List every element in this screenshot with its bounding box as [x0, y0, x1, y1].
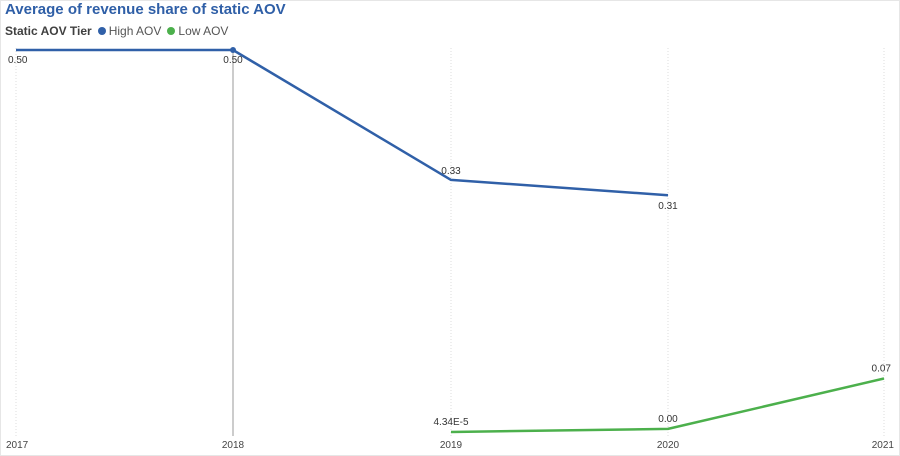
data-label-high-aov-2018: 0.50 [223, 55, 243, 66]
x-tick-label-2021: 2021 [872, 440, 895, 451]
data-label-high-aov-2019: 0.33 [441, 166, 461, 177]
legend-dot-low-aov [167, 27, 176, 35]
data-label-low-aov-2020: 0.00 [658, 414, 678, 425]
data-label-high-aov-2017: 0.50 [8, 55, 28, 66]
series-line-high-aov [16, 48, 669, 197]
data-point-high-aov-2018 [230, 47, 236, 53]
legend-label-high-aov: High AOV [108, 24, 162, 38]
legend-dot-high-aov [97, 27, 106, 35]
x-tick-label-2020: 2020 [657, 440, 680, 451]
series-line-low-aov [450, 377, 885, 434]
data-label-high-aov-2020: 0.31 [658, 201, 678, 212]
legend-item-high-aov[interactable]: High AOV [97, 24, 162, 38]
x-tick-label-2018: 2018 [222, 440, 245, 451]
legend-title: Static AOV Tier [5, 24, 92, 38]
legend-item-low-aov[interactable]: Low AOV [167, 24, 228, 38]
legend: Static AOV Tier High AOV Low AOV [5, 24, 234, 38]
x-tick-label-2017: 2017 [6, 440, 29, 451]
legend-label-low-aov: Low AOV [178, 24, 229, 38]
data-label-low-aov-2021: 0.07 [872, 364, 892, 375]
chart-title: Average of revenue share of static AOV [5, 1, 286, 18]
data-label-low-aov-2019: 4.34E-5 [433, 417, 468, 428]
x-tick-label-2019: 2019 [440, 440, 463, 451]
